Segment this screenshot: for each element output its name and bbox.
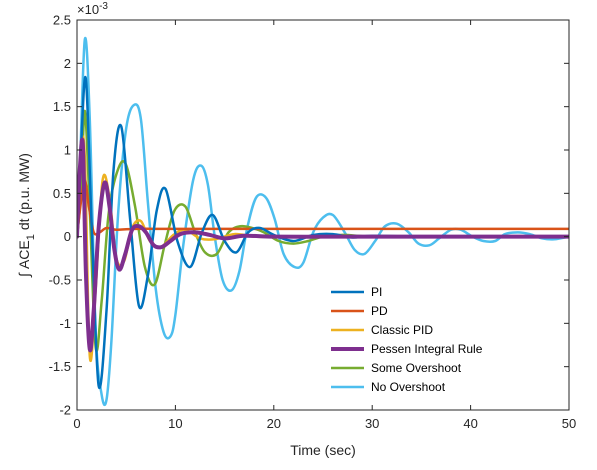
x-axis-label: Time (sec) xyxy=(290,442,356,458)
y-tick-label: 2 xyxy=(64,56,71,71)
y-tick-label: -2 xyxy=(59,403,71,418)
y-axis-label-integral: ∫ xyxy=(16,272,33,278)
y-axis-label-pre: ACE xyxy=(16,240,32,269)
x-tick-label: 10 xyxy=(168,416,182,431)
y-exponent-power: -3 xyxy=(99,1,108,12)
legend-label-classic-pid: Classic PID xyxy=(371,323,433,337)
x-tick-label: 30 xyxy=(365,416,379,431)
y-tick-label: 1 xyxy=(64,143,71,158)
plot-box xyxy=(76,19,570,411)
y-tick-label: 0 xyxy=(64,229,71,244)
x-tick-label: 40 xyxy=(463,416,477,431)
y-axis: -2 -1.5 -1 -0.5 0 0.5 1 1.5 2 2.5 xyxy=(49,13,569,418)
x-axis: 0 10 20 30 40 50 xyxy=(73,20,576,431)
y-tick-label: -0.5 xyxy=(49,273,71,288)
series-line-pessen-integral-rule xyxy=(77,137,569,353)
legend-label-pessen-integral-rule: Pessen Integral Rule xyxy=(371,342,483,356)
y-tick-label: 2.5 xyxy=(53,13,71,28)
legend-label-no-overshoot: No Overshoot xyxy=(371,380,446,394)
y-axis-label-post: dt (p.u. MW) xyxy=(16,153,32,230)
x-tick-label: 0 xyxy=(73,416,80,431)
y-tick-label: -1.5 xyxy=(49,359,71,374)
series-layer xyxy=(77,36,569,407)
y-tick-label: -1 xyxy=(59,316,71,331)
x-tick-label: 20 xyxy=(267,416,281,431)
legend-box xyxy=(323,283,468,397)
x-tick-label: 50 xyxy=(562,416,576,431)
y-tick-label: 0.5 xyxy=(53,186,71,201)
legend-label-pi: PI xyxy=(371,285,382,299)
legend-label-pd: PD xyxy=(371,304,388,318)
legend-label-some-overshoot: Some Overshoot xyxy=(371,361,462,375)
y-tick-label: 1.5 xyxy=(53,99,71,114)
y-axis-label-sub: 1 xyxy=(25,234,37,240)
y-exponent: ×10-3 xyxy=(77,1,108,17)
y-axis-label: ∫ ACE1 dt (p.u. MW) xyxy=(16,153,37,278)
legend: PI PD Classic PID Pessen Integral Rule Some … xyxy=(323,283,483,397)
